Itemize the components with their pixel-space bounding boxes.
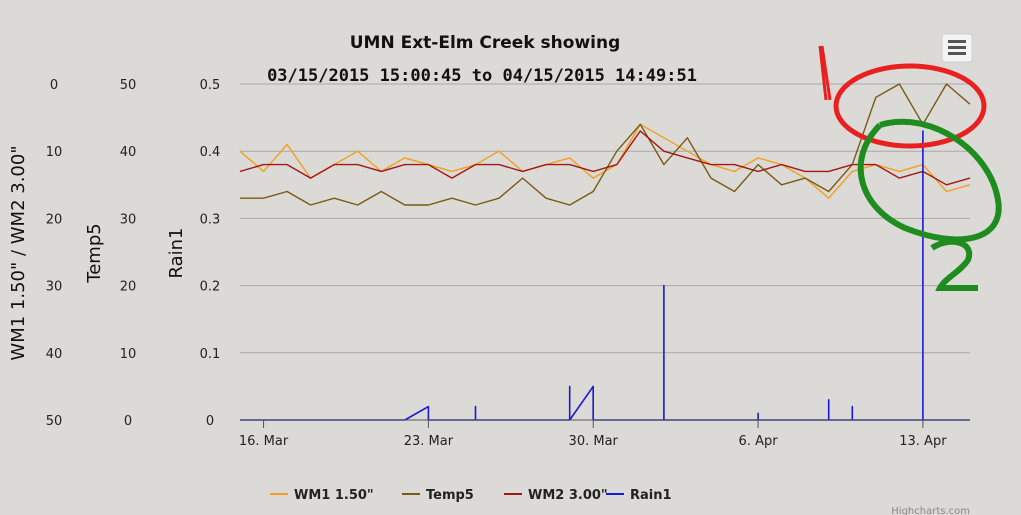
series-layer bbox=[239, 83, 971, 421]
legend-label: WM1 1.50" bbox=[294, 488, 374, 503]
annotation-1-mark bbox=[818, 45, 832, 101]
annotation-1: 1 bbox=[818, 45, 987, 149]
x-tick-label: 6. Apr bbox=[739, 434, 779, 449]
y-tick-label: 10 bbox=[120, 347, 137, 362]
y-tick-label: 0 bbox=[124, 414, 132, 429]
series-line-temp5[interactable] bbox=[240, 83, 971, 206]
legend-item[interactable]: WM2 3.00" bbox=[504, 488, 608, 503]
y-tick-label: 30 bbox=[120, 212, 137, 227]
y-tick-label: 0 bbox=[50, 78, 58, 93]
y-tick-label: 50 bbox=[46, 414, 63, 429]
chart-title: UMN Ext-Elm Creek showing bbox=[350, 33, 621, 53]
axis-layer: 0 10 20 30 40 50 WM1 1.50" / WM2 3.00" 50 40 30 20… bbox=[8, 78, 970, 449]
y-axis-title: Temp5 bbox=[84, 223, 105, 283]
legend-item[interactable]: Temp5 bbox=[402, 488, 474, 503]
legend-item[interactable]: WM1 1.50" bbox=[270, 488, 374, 503]
legend: WM1 1.50" Temp5 WM2 3.00" Rain1 bbox=[270, 488, 672, 503]
y-tick-label: 20 bbox=[120, 280, 137, 295]
legend-label: Rain1 bbox=[630, 488, 672, 503]
y-axis-title: Rain1 bbox=[166, 227, 187, 278]
legend-label: WM2 3.00" bbox=[528, 488, 608, 503]
x-tick-label: 23. Mar bbox=[404, 434, 454, 449]
credit-text[interactable]: Highcharts.com bbox=[891, 506, 970, 515]
annotation-2: 2 bbox=[857, 118, 1002, 291]
y-tick-label: 0.4 bbox=[200, 145, 221, 160]
legend-item[interactable]: Rain1 bbox=[606, 488, 672, 503]
y-tick-label: 20 bbox=[46, 212, 63, 227]
annotation-1-circle bbox=[833, 63, 987, 149]
y-tick-label: 40 bbox=[120, 145, 137, 160]
y-tick-label: 10 bbox=[46, 145, 63, 160]
y-tick-label: 0.5 bbox=[200, 78, 221, 93]
y-tick-label: 0.3 bbox=[200, 212, 221, 227]
hamburger-menu-icon[interactable] bbox=[941, 33, 973, 63]
y-tick-label: 40 bbox=[46, 347, 63, 362]
legend-label: Temp5 bbox=[426, 488, 474, 503]
x-tick-label: 30. Mar bbox=[569, 434, 619, 449]
y-tick-label: 0.2 bbox=[200, 280, 221, 295]
y-tick-label: 50 bbox=[120, 78, 137, 93]
chart-subtitle: 03/15/2015 15:00:45 to 04/15/2015 14:49:… bbox=[267, 66, 697, 86]
y-tick-label: 30 bbox=[46, 280, 63, 295]
y-tick-label: 0.1 bbox=[200, 347, 221, 362]
x-tick-label: 16. Mar bbox=[239, 434, 289, 449]
x-tick-label: 13. Apr bbox=[899, 434, 947, 449]
y-tick-label: 0 bbox=[206, 414, 214, 429]
y-axis-title: WM1 1.50" / WM2 3.00" bbox=[8, 145, 29, 360]
series-line-rain1[interactable] bbox=[240, 130, 970, 421]
series-line-wm2-3-00-[interactable] bbox=[239, 130, 971, 186]
annotation-2-circle bbox=[857, 118, 1002, 243]
annotation-2-mark bbox=[930, 238, 978, 291]
